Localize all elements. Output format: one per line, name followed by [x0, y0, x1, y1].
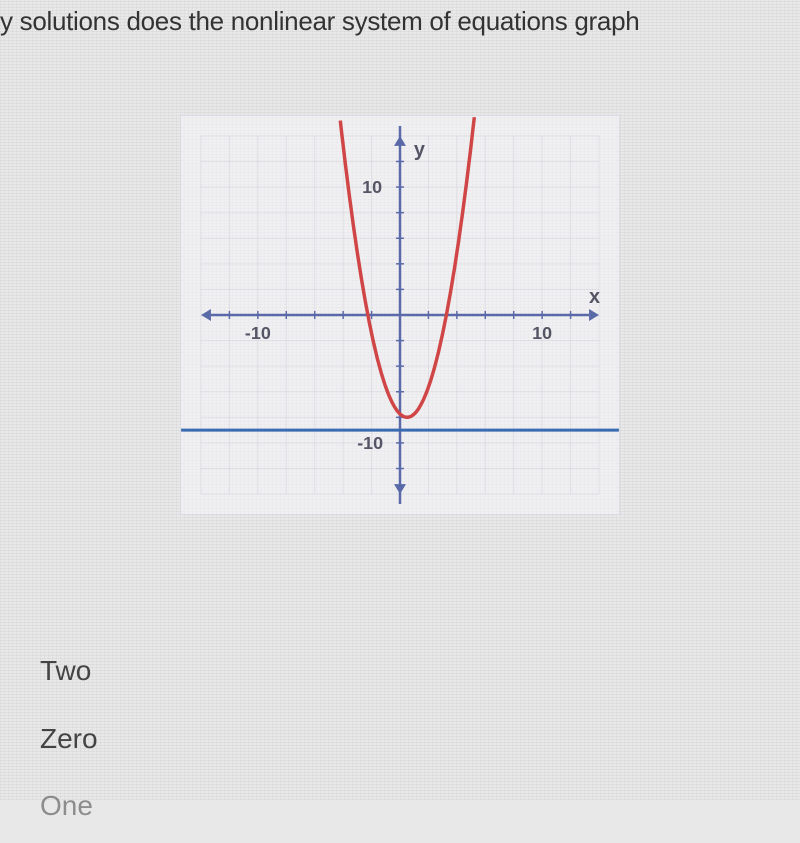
answer-choices: Two Zero One: [40, 640, 98, 843]
svg-text:-10: -10: [357, 433, 383, 453]
svg-text:-10: -10: [245, 323, 271, 343]
svg-text:10: 10: [532, 323, 552, 343]
answer-zero[interactable]: Zero: [40, 708, 98, 770]
svg-text:x: x: [589, 286, 600, 308]
graph-svg: -10 10 10 -10 x y: [181, 116, 619, 514]
graph: -10 10 10 -10 x y: [180, 115, 620, 515]
answer-one[interactable]: One: [40, 775, 98, 837]
answer-two[interactable]: Two: [40, 640, 98, 702]
question-text: y solutions does the nonlinear system of…: [0, 0, 800, 37]
svg-text:y: y: [414, 139, 425, 161]
svg-text:10: 10: [362, 177, 382, 197]
